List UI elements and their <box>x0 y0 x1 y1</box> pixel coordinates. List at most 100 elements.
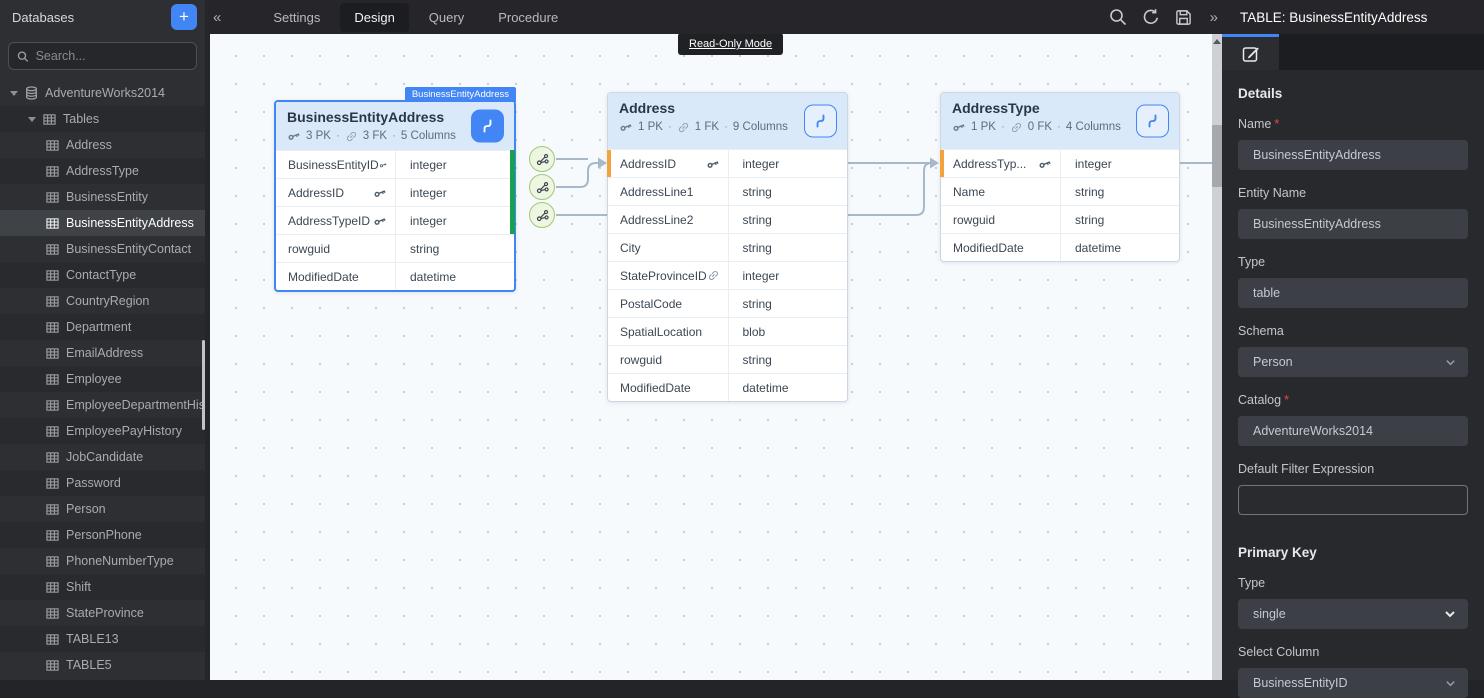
add-database-button[interactable]: + <box>171 4 197 30</box>
key-port[interactable] <box>529 146 555 172</box>
sidebar-item-table[interactable]: BusinessEntityContact <box>0 236 205 262</box>
save-icon[interactable] <box>1175 9 1192 26</box>
sidebar-item-table[interactable]: Address <box>0 132 205 158</box>
column-type: integer <box>728 150 848 177</box>
sidebar-item-table[interactable]: Password <box>0 470 205 496</box>
tab-edit-table[interactable] <box>1222 34 1279 70</box>
table-icon <box>46 399 59 412</box>
column-type: string <box>728 206 848 233</box>
sidebar-item-table[interactable]: PersonPhone <box>0 522 205 548</box>
catalog-field[interactable] <box>1238 416 1468 446</box>
canvas-scrollbar[interactable] <box>1212 34 1222 680</box>
sidebar-item-table[interactable]: BusinessEntity <box>0 184 205 210</box>
sidebar-item-table[interactable]: TABLE13 <box>0 626 205 652</box>
sidebar-item-table[interactable]: PhoneNumberType <box>0 548 205 574</box>
sidebar-item-table[interactable]: BusinessEntityAddress <box>0 210 205 236</box>
relationship-button[interactable] <box>804 105 837 138</box>
table-icon <box>46 633 59 646</box>
sidebar-item-table[interactable]: AddressType <box>0 158 205 184</box>
relationship-button[interactable] <box>1136 105 1169 138</box>
sidebar-item-table[interactable]: CountryRegion <box>0 288 205 314</box>
column-type: string <box>395 235 514 262</box>
refresh-icon[interactable] <box>1142 8 1160 26</box>
sidebar-item-table[interactable]: ContactType <box>0 262 205 288</box>
sidebar-item-table[interactable]: Person <box>0 496 205 522</box>
key-port-icon <box>535 180 550 195</box>
key-port[interactable] <box>529 202 555 228</box>
foreign-key-icon <box>674 118 692 136</box>
table-icon <box>46 139 59 152</box>
column-type: datetime <box>395 263 514 290</box>
sidebar-item-table[interactable]: EmailAddress <box>0 340 205 366</box>
name-field[interactable] <box>1238 140 1468 170</box>
pk-column-select[interactable]: BusinessEntityID <box>1238 668 1468 698</box>
sidebar-item-table[interactable]: Shift <box>0 574 205 600</box>
search-icon[interactable] <box>1109 8 1127 26</box>
relationship-icon <box>1144 113 1161 130</box>
sidebar-item-table[interactable]: Department <box>0 314 205 340</box>
type-field[interactable] <box>1238 278 1468 308</box>
tab-design[interactable]: Design <box>340 3 408 32</box>
filter-expression-field[interactable] <box>1238 485 1468 515</box>
field-label-pk-type: Type <box>1238 576 1468 590</box>
tab-settings[interactable]: Settings <box>259 3 334 32</box>
table-icon <box>43 113 56 126</box>
sidebar-item-table[interactable]: EmployeePayHistory <box>0 418 205 444</box>
sidebar-item-table[interactable]: TABLE5 <box>0 652 205 678</box>
primary-key-icon <box>371 183 389 201</box>
column-type: integer <box>1060 150 1179 177</box>
scrollbar-thumb[interactable] <box>1212 125 1222 187</box>
pk-type-select[interactable]: single <box>1238 599 1468 629</box>
tab-query[interactable]: Query <box>415 3 478 32</box>
tree-node-database[interactable]: AdventureWorks2014 <box>0 80 205 106</box>
column-type: string <box>1060 206 1179 233</box>
key-port-icon <box>535 152 550 167</box>
table-icon <box>46 659 59 672</box>
tree-node-tables-group[interactable]: Tables <box>0 106 205 132</box>
sidebar-item-table[interactable]: StateProvince <box>0 600 205 626</box>
sidebar-search[interactable] <box>8 42 197 70</box>
sidebar-item-table[interactable]: Employee <box>0 366 205 392</box>
sidebar-item-table[interactable]: JobCandidate <box>0 444 205 470</box>
schema-select[interactable]: Person <box>1238 347 1468 377</box>
expand-panel-icon[interactable]: » <box>1210 9 1218 26</box>
primary-key-icon <box>1036 154 1054 172</box>
relationship-button[interactable] <box>471 110 504 143</box>
tab-procedure[interactable]: Procedure <box>484 3 572 32</box>
scroll-up-icon[interactable] <box>1213 39 1221 44</box>
collapse-sidebar-icon[interactable]: « <box>205 9 231 26</box>
sidebar-scrollbar[interactable] <box>202 340 205 430</box>
entity-column-row[interactable]: AddressTyp...integer <box>941 149 1179 177</box>
search-input[interactable] <box>36 49 188 63</box>
column-type: string <box>728 234 848 261</box>
column-type: integer <box>395 151 514 178</box>
table-icon <box>46 217 59 230</box>
column-type: string <box>728 290 848 317</box>
table-icon <box>46 165 59 178</box>
entity-name-field[interactable] <box>1238 209 1468 239</box>
sidebar-item-table[interactable]: EmployeeDepartmentHistory <box>0 392 205 418</box>
key-port[interactable] <box>529 174 555 200</box>
